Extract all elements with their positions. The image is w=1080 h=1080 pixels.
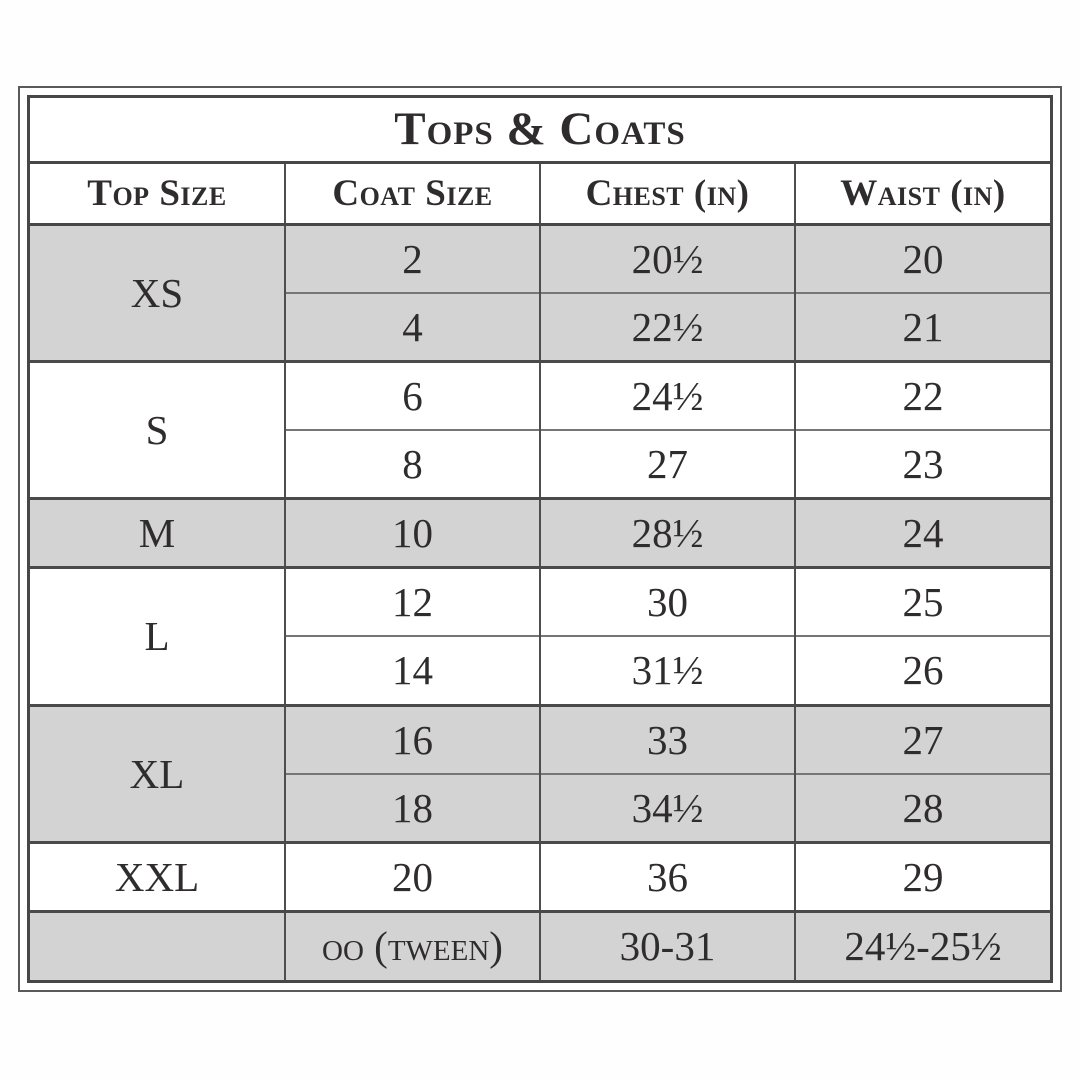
waist-cell: 23 — [794, 429, 1050, 499]
coat-size-cell: 2 — [284, 222, 540, 293]
coat-size-cell: 10 — [284, 497, 540, 568]
waist-cell: 28 — [794, 772, 1050, 843]
waist-cell: 20 — [794, 222, 1050, 293]
size-chart-table: Tops & Coats Top Size Coat Size Chest (i… — [30, 98, 1050, 980]
chest-cell: 24½ — [539, 359, 795, 431]
chart-outer-frame: Tops & Coats Top Size Coat Size Chest (i… — [18, 86, 1062, 992]
chest-cell: 22½ — [539, 291, 795, 362]
waist-cell: 24 — [794, 497, 1050, 568]
table-row: oo (tween) 30-31 24½-25½ — [30, 909, 1050, 980]
chest-cell: 20½ — [539, 222, 795, 293]
waist-cell: 21 — [794, 291, 1050, 362]
waist-cell: 22 — [794, 359, 1050, 431]
table-row: 4 22½ 21 — [30, 291, 1050, 362]
chest-cell: 31½ — [539, 635, 795, 706]
waist-cell: 27 — [794, 703, 1050, 774]
column-header-coat-size: Coat Size — [284, 162, 540, 226]
chest-cell: 28½ — [539, 497, 795, 568]
top-size-group-cell: XXL — [30, 840, 285, 912]
coat-size-cell: 12 — [284, 566, 540, 637]
column-header-top-size: Top Size — [30, 162, 285, 226]
coat-size-cell: 14 — [284, 635, 540, 706]
table-row: M 10 28½ 24 — [30, 497, 1050, 568]
size-chart-head: Tops & Coats Top Size Coat Size Chest (i… — [30, 98, 1050, 226]
coat-size-cell: 20 — [284, 840, 540, 912]
waist-cell: 29 — [794, 840, 1050, 912]
chest-cell: 33 — [539, 703, 795, 774]
table-row: XS 2 20½ 20 — [30, 222, 1050, 362]
waist-cell: 26 — [794, 635, 1050, 706]
coat-size-cell: 18 — [284, 772, 540, 843]
chest-cell: 27 — [539, 429, 795, 499]
table-row: L 12 30 25 — [30, 566, 1050, 706]
top-size-group-cell: M — [30, 497, 285, 568]
table-row: XL 16 33 27 — [30, 703, 1050, 843]
waist-cell: 24½-25½ — [794, 909, 1050, 980]
top-size-group-cell: L — [30, 566, 285, 706]
table-row: 14 31½ 26 — [30, 635, 1050, 706]
title-row: Tops & Coats — [30, 98, 1050, 164]
table-row: 18 34½ 28 — [30, 772, 1050, 843]
size-chart-body: XS 2 20½ 20 4 22½ 21 S 6 24½ 22 8 27 23 M 10 28½ 24 L 12 30 2… — [30, 222, 1050, 980]
chest-cell: 30 — [539, 566, 795, 637]
coat-size-cell: 6 — [284, 359, 540, 431]
coat-size-cell: 4 — [284, 291, 540, 362]
chest-cell: 34½ — [539, 772, 795, 843]
top-size-group-cell: XL — [30, 703, 285, 843]
chest-cell: 30-31 — [539, 909, 795, 980]
column-header-row: Top Size Coat Size Chest (in) Waist (in) — [30, 162, 1050, 226]
table-row: XXL 20 36 29 — [30, 840, 1050, 912]
table-row: 8 27 23 — [30, 429, 1050, 499]
chart-title: Tops & Coats — [30, 98, 1050, 164]
waist-cell: 25 — [794, 566, 1050, 637]
chart-inner-frame: Tops & Coats Top Size Coat Size Chest (i… — [27, 95, 1053, 983]
top-size-group-cell — [30, 909, 285, 980]
table-row: S 6 24½ 22 — [30, 359, 1050, 499]
coat-size-cell: 8 — [284, 429, 540, 499]
coat-size-cell: oo (tween) — [284, 909, 540, 980]
column-header-waist: Waist (in) — [794, 162, 1050, 226]
column-header-chest: Chest (in) — [539, 162, 795, 226]
top-size-group-cell: XS — [30, 222, 285, 362]
top-size-group-cell: S — [30, 359, 285, 499]
coat-size-cell: 16 — [284, 703, 540, 774]
chest-cell: 36 — [539, 840, 795, 912]
